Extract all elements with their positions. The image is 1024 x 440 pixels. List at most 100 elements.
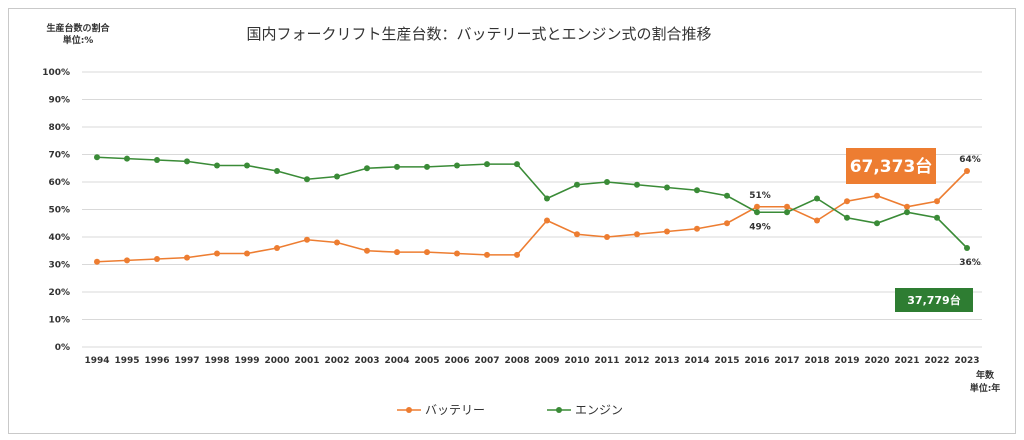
data-point — [94, 154, 100, 161]
x-tick-label: 2004 — [384, 356, 409, 366]
x-tick-label: 2023 — [954, 356, 979, 366]
x-tick-label: 2012 — [624, 356, 649, 366]
x-tick-label: 2009 — [534, 356, 559, 366]
data-point — [814, 217, 820, 224]
data-point — [334, 173, 340, 180]
data-point — [214, 162, 220, 169]
legend-engine-marker — [556, 407, 562, 413]
data-point — [694, 187, 700, 194]
data-label: 49% — [749, 222, 771, 232]
data-point — [754, 209, 760, 216]
data-point — [964, 168, 970, 174]
data-point — [604, 234, 610, 240]
y-tick-label: 80% — [48, 123, 70, 133]
x-tick-label: 2001 — [294, 356, 319, 366]
data-point — [424, 163, 430, 170]
y-tick-label: 40% — [48, 233, 70, 243]
data-point — [784, 203, 790, 210]
chart-canvas: 国内フォークリフト生産台数：バッテリー式とエンジン式の割合推移 生産台数の割合単位… — [42, 22, 1001, 417]
x-tick-label: 1999 — [234, 356, 259, 366]
x-tick-label: 2013 — [654, 356, 679, 366]
data-point — [94, 258, 100, 265]
data-point — [844, 214, 850, 221]
data-point — [664, 228, 670, 235]
data-point — [874, 220, 880, 227]
x-tick-label: 2018 — [804, 356, 829, 366]
data-point — [544, 217, 550, 224]
data-point — [364, 247, 370, 254]
data-point — [964, 245, 970, 251]
x-tick-label: 2015 — [714, 356, 739, 366]
chart-frame: 国内フォークリフト生産台数：バッテリー式とエンジン式の割合推移 生産台数の割合 単位… — [8, 8, 1016, 434]
data-point — [154, 256, 160, 262]
y-tick-label: 20% — [48, 288, 70, 298]
data-point — [604, 179, 610, 185]
chart-title: 国内フォークリフト生産台数：バッテリー式とエンジン式の割合推移 — [246, 25, 711, 43]
x-unit-note-line2: 単位:年 — [970, 382, 1001, 394]
y-tick-label: 100% — [42, 68, 70, 78]
y-tick-label: 30% — [48, 261, 70, 271]
y-tick-label: 70% — [48, 151, 70, 161]
x-tick-label: 1994 — [84, 356, 109, 366]
data-point — [364, 165, 370, 172]
data-point — [904, 203, 910, 210]
x-tick-label: 2022 — [924, 356, 949, 366]
x-tick-label: 2016 — [744, 356, 769, 366]
data-point — [574, 181, 580, 188]
battery-count-label: 67,373台 — [850, 156, 933, 177]
y-tick-label: 50% — [48, 206, 70, 216]
data-point — [304, 236, 310, 243]
data-point — [454, 162, 460, 169]
data-point — [844, 198, 850, 205]
data-label: 36% — [959, 258, 981, 268]
data-point — [814, 195, 820, 202]
y-unit-note-line1: 生産台数の割合 — [46, 22, 110, 34]
data-point — [544, 195, 550, 202]
legend-battery-marker — [406, 407, 412, 413]
data-point — [184, 254, 190, 261]
data-point — [664, 184, 670, 191]
data-point — [574, 231, 580, 238]
data-point — [874, 192, 880, 199]
y-tick-label: 90% — [48, 96, 70, 106]
data-point — [784, 209, 790, 216]
data-point — [634, 231, 640, 238]
data-point — [274, 245, 280, 251]
x-unit-note-line1: 年数 — [976, 369, 995, 381]
x-tick-label: 2011 — [594, 356, 619, 366]
x-tick-label: 2020 — [864, 356, 889, 366]
data-point — [634, 181, 640, 188]
data-point — [184, 158, 190, 165]
data-point — [304, 176, 310, 183]
data-point — [934, 214, 940, 221]
x-tick-label: 2021 — [894, 356, 919, 366]
x-tick-label: 2010 — [564, 356, 589, 366]
data-point — [334, 239, 340, 246]
data-point — [424, 249, 430, 256]
x-tick-label: 1995 — [114, 356, 139, 366]
data-point — [394, 163, 400, 170]
data-point — [724, 220, 730, 227]
y-unit-note-line2: 単位:% — [63, 34, 94, 46]
data-point — [484, 251, 490, 258]
series-line-engine — [96, 156, 968, 249]
data-label: 64% — [959, 155, 981, 165]
data-point — [214, 250, 220, 257]
data-point — [724, 192, 730, 199]
x-tick-label: 2017 — [774, 356, 799, 366]
data-point — [454, 250, 460, 257]
y-tick-label: 0% — [55, 343, 70, 353]
y-tick-label: 10% — [48, 316, 70, 326]
legend-engine-label: エンジン — [575, 403, 623, 417]
series-line-battery — [96, 170, 968, 263]
x-tick-label: 1998 — [204, 356, 229, 366]
data-point — [124, 257, 130, 264]
legend-battery-label: バッテリー — [425, 403, 485, 417]
x-tick-label: 2008 — [504, 356, 529, 366]
data-point — [244, 250, 250, 257]
data-point — [154, 157, 160, 163]
data-point — [274, 168, 280, 174]
x-tick-label: 1997 — [174, 356, 199, 366]
engine-count-callout — [895, 288, 973, 312]
data-point — [934, 198, 940, 205]
